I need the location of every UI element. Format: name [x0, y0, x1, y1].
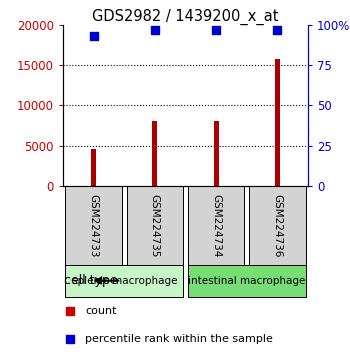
Point [152, 27, 158, 33]
Text: GSM224733: GSM224733 [89, 194, 99, 257]
Text: cell type: cell type [64, 274, 117, 287]
Bar [214, 121, 218, 186]
Bar [249, 186, 306, 264]
Text: splenic macrophage: splenic macrophage [71, 276, 177, 286]
Bar [152, 121, 157, 186]
Point [250, 251, 255, 256]
Text: percentile rank within the sample: percentile rank within the sample [85, 335, 273, 344]
Text: GSM224736: GSM224736 [272, 194, 282, 257]
Bar [65, 264, 183, 297]
Title: GDS2982 / 1439200_x_at: GDS2982 / 1439200_x_at [92, 8, 279, 25]
Text: GSM224734: GSM224734 [211, 194, 221, 257]
Bar [275, 59, 280, 186]
Text: intestinal macrophage: intestinal macrophage [188, 276, 306, 286]
Text: GSM224735: GSM224735 [150, 194, 160, 257]
Text: count: count [85, 306, 117, 316]
Bar [91, 149, 96, 186]
Point [213, 27, 219, 33]
Point [274, 27, 280, 33]
Point [91, 33, 97, 39]
Bar [65, 186, 122, 264]
Bar [188, 264, 306, 297]
Bar [188, 186, 244, 264]
Bar [127, 186, 183, 264]
